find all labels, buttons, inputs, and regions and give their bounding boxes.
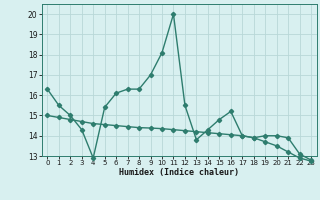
X-axis label: Humidex (Indice chaleur): Humidex (Indice chaleur) xyxy=(119,168,239,177)
